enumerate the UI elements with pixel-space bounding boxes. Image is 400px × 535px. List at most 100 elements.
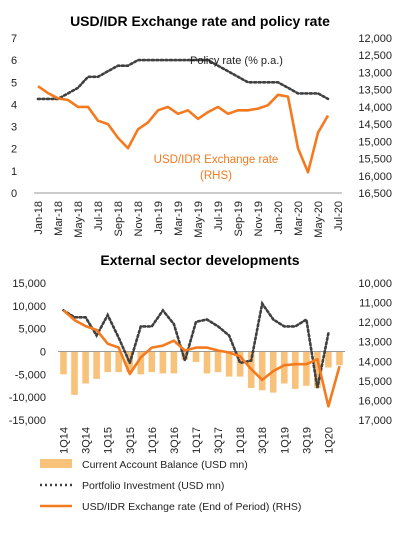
chart-1-x-tick-label: Mar-20 xyxy=(293,201,305,236)
current-account-bar xyxy=(281,351,288,384)
chart-1-x-tick-label: Jan-19 xyxy=(153,201,165,235)
chart-1-title: USD/IDR Exchange rate and policy rate xyxy=(70,13,330,29)
legend-swatch-current-account xyxy=(40,459,72,468)
chart-1-left-tick-label: 1 xyxy=(11,166,17,178)
chart-1-left-tick-label: 2 xyxy=(11,144,17,156)
chart-1-right-tick-label: 15,000 xyxy=(358,136,392,148)
chart-1-left-tick-label: 0 xyxy=(11,188,17,200)
chart-1-left-tick-label: 3 xyxy=(11,122,17,134)
chart-2-left-tick-label: -5,000 xyxy=(15,369,46,381)
chart-1-x-tick-label: Jul-18 xyxy=(93,201,105,231)
chart-1-right-tick-label: 12,500 xyxy=(358,50,392,62)
chart-1-right-tick-label: 14,000 xyxy=(358,102,392,114)
chart-2-right-tick-label: 10,000 xyxy=(358,278,392,290)
chart-1-x-tick-label: Mar-18 xyxy=(53,201,65,236)
current-account-bar xyxy=(314,351,321,388)
legend-label-portfolio: Portfolio Investment (USD mn) xyxy=(82,480,224,492)
current-account-bar xyxy=(181,351,189,360)
chart-1-fx-label-line2: (RHS) xyxy=(200,170,232,182)
chart-2-x-tick-label: 3Q17 xyxy=(213,427,225,454)
chart-2-title: External sector developments xyxy=(100,252,299,268)
chart-1-right-axis: 12,000 12,500 13,000 13,500 14,000 14,500 15,0… xyxy=(358,33,392,200)
chart-2-right-tick-label: 15,000 xyxy=(358,376,392,388)
current-account-bar xyxy=(258,351,266,391)
chart-1-x-tick-label: Jan-18 xyxy=(33,201,45,235)
chart-2-left-axis: 15,000 10,000 5,000 0 -5,000 -10,000 -15,000 xyxy=(9,278,46,427)
chart-2-x-tick-label: 3Q18 xyxy=(257,427,269,454)
chart-1-right-tick-label: 15,500 xyxy=(358,154,392,166)
chart-2-x-axis: 1Q14 3Q14 1Q15 3Q15 1Q16 3Q16 1Q17 3Q17 1Q18 3Q18… xyxy=(59,427,336,454)
chart-2-x-tick-label: 1Q20 xyxy=(323,427,335,454)
chart-1-left-tick-label: 5 xyxy=(11,77,17,89)
chart-1-right-tick-label: 14,500 xyxy=(358,119,392,131)
current-account-bar xyxy=(192,351,200,362)
chart-1-policy-rate-line xyxy=(36,58,330,101)
chart-1-x-tick-label: May-19 xyxy=(193,201,205,238)
chart-1-right-tick-label: 13,000 xyxy=(358,67,392,79)
current-account-bar xyxy=(170,351,178,374)
chart-1-x-tick-label: Jul-20 xyxy=(333,201,345,231)
chart-1-plot xyxy=(36,58,330,174)
current-account-bar xyxy=(325,351,332,368)
chart-2-x-tick-label: 3Q16 xyxy=(169,427,181,454)
chart-2-left-tick-label: 15,000 xyxy=(12,278,46,290)
chart-2-right-tick-label: 14,000 xyxy=(358,356,392,368)
legend-label-current-account: Current Account Balance (USD mn) xyxy=(82,459,248,471)
chart-2-bars xyxy=(60,351,343,395)
current-account-bar xyxy=(93,351,100,379)
chart-1-x-tick-label: May-20 xyxy=(313,201,325,238)
chart-1-x-tick-label: Sep-18 xyxy=(113,201,125,236)
chart-2-x-tick-label: 1Q16 xyxy=(147,427,159,454)
chart-2-x-tick-label: 1Q14 xyxy=(59,427,71,454)
current-account-bar xyxy=(225,351,233,377)
chart-2-legend: Current Account Balance (USD mn) Portfol… xyxy=(40,459,301,513)
current-account-bar xyxy=(303,351,310,386)
chart-1-right-tick-label: 16,500 xyxy=(358,188,392,200)
portfolio-investment-line xyxy=(62,300,330,389)
chart-1: USD/IDR Exchange rate and policy rate 0 1… xyxy=(11,13,392,238)
chart-1-left-tick-label: 7 xyxy=(11,33,17,45)
chart-1-right-tick-label: 13,500 xyxy=(358,85,392,97)
chart-1-x-tick-label: May-18 xyxy=(73,201,85,238)
current-account-bar xyxy=(292,351,299,389)
chart-1-x-tick-label: Sep-19 xyxy=(233,201,245,236)
chart-1-x-tick-label: Nov-18 xyxy=(133,201,145,236)
chart-1-left-tick-label: 4 xyxy=(11,99,17,111)
chart-1-policy-rate-label: Policy rate (% p.a.) xyxy=(190,55,283,67)
chart-1-x-tick-label: Mar-19 xyxy=(173,201,185,236)
chart-2-lines xyxy=(62,300,341,408)
chart-2-right-tick-label: 11,000 xyxy=(359,298,392,310)
current-account-bar xyxy=(115,351,122,373)
current-account-bar xyxy=(236,351,244,377)
current-account-bar xyxy=(82,351,89,384)
chart-2-left-tick-label: -10,000 xyxy=(9,392,46,404)
chart-2-left-tick-label: 5,000 xyxy=(18,324,46,336)
chart-2-left-tick-label: 10,000 xyxy=(12,301,46,313)
legend-label-fx: USD/IDR Exchange rate (End of Period) (R… xyxy=(82,501,301,513)
chart-2-right-tick-label: 12,000 xyxy=(358,317,392,329)
chart-2-right-tick-label: 17,000 xyxy=(358,415,392,427)
current-account-bar xyxy=(104,351,111,373)
chart-2-x-tick-label: 3Q15 xyxy=(125,427,137,454)
chart-2: External sector developments 15,000 10,00… xyxy=(9,252,392,454)
chart-2-x-tick-label: 3Q19 xyxy=(301,427,313,454)
chart-2-x-tick-label: 1Q18 xyxy=(235,427,247,454)
chart-1-right-tick-label: 12,000 xyxy=(358,33,392,45)
chart-2-x-tick-label: 1Q15 xyxy=(103,427,115,454)
chart-2-x-tick-label: 1Q19 xyxy=(279,427,291,454)
chart-1-right-tick-label: 16,000 xyxy=(358,171,392,183)
chart-1-x-tick-label: Nov-19 xyxy=(253,201,265,236)
chart-2-fx-line xyxy=(62,309,341,408)
current-account-bar xyxy=(336,351,343,366)
chart-1-left-axis: 0 1 2 3 4 5 6 7 xyxy=(11,33,17,200)
chart-1-x-tick-label: Jan-20 xyxy=(273,201,285,235)
chart-1-left-tick-label: 6 xyxy=(11,55,17,67)
chart-1-x-axis: Jan-18 Mar-18 May-18 Jul-18 Sep-18 Nov-18 Jan-… xyxy=(33,201,345,238)
current-account-bar xyxy=(203,351,211,374)
chart-2-left-tick-label: -15,000 xyxy=(9,415,46,427)
current-account-bar xyxy=(159,351,167,374)
chart-2-x-tick-label: 3Q14 xyxy=(81,427,93,454)
current-account-bar xyxy=(214,351,222,373)
chart-2-right-tick-label: 16,000 xyxy=(358,395,392,407)
